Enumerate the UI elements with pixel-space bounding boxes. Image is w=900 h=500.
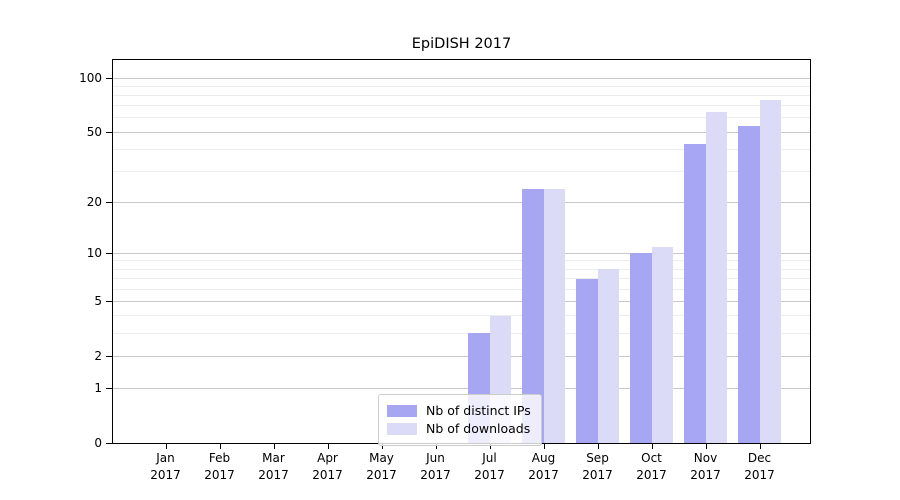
gridline-major-1: [113, 387, 810, 389]
x-tick-label-year-jan-2017: 2017: [150, 467, 181, 482]
gridline-major-10: [113, 252, 810, 254]
y-tick-50: [106, 131, 112, 133]
y-tick-label-100: 100: [79, 71, 102, 86]
x-tick-feb-2017: [219, 444, 221, 449]
legend-entry-nb-of-distinct-ips: Nb of distinct IPs: [387, 403, 531, 419]
legend: Nb of distinct IPs Nb of downloads: [378, 394, 542, 446]
legend-label-nb-of-distinct-ips: Nb of distinct IPs: [426, 403, 531, 418]
chart-title: EpiDISH 2017: [411, 36, 512, 52]
gridline-minor-4: [113, 315, 810, 317]
legend-entry-nb-of-downloads: Nb of downloads: [387, 421, 531, 437]
legend-swatch-nb-of-distinct-ips: [387, 405, 417, 417]
bar-nb-of-downloads-oct-2017: [651, 246, 673, 443]
x-tick-label-year-dec-2017: 2017: [744, 467, 775, 482]
x-tick-label-sep-2017: Sep 2017: [568, 450, 628, 483]
x-tick-label-apr-2017: Apr 2017: [298, 450, 358, 483]
y-tick-label-0: 0: [94, 436, 102, 450]
y-tick-20: [106, 201, 112, 203]
x-tick-label-dec-2017: Dec 2017: [730, 450, 790, 483]
plot-area: [112, 59, 811, 444]
x-tick-label-year-nov-2017: 2017: [690, 467, 721, 482]
legend-swatch-nb-of-downloads: [387, 423, 417, 435]
gridline-minor-7: [113, 278, 810, 280]
y-tick-0: [106, 442, 112, 444]
legend-label-nb-of-downloads: Nb of downloads: [426, 421, 531, 436]
x-tick-label-feb-2017: Feb 2017: [190, 450, 250, 483]
x-tick-label-aug-2017: Aug 2017: [514, 450, 574, 483]
x-tick-jun-2017: [435, 444, 437, 449]
gridline-minor-60: [113, 117, 810, 119]
x-tick-label-jun-2017: Jun 2017: [406, 450, 466, 483]
gridline-major-5: [113, 300, 810, 302]
x-tick-label-jan-2017: Jan 2017: [136, 450, 196, 483]
y-tick-10: [106, 252, 112, 254]
gridline-minor-30: [113, 170, 810, 172]
y-tick-2: [106, 355, 112, 357]
gridline-major-100: [113, 77, 810, 79]
x-tick-jan-2017: [165, 444, 167, 449]
y-tick-label-5: 5: [94, 294, 102, 309]
x-tick-label-mar-2017: Mar 2017: [244, 450, 304, 483]
bar-nb-of-downloads-dec-2017: [759, 99, 781, 443]
x-tick-label-year-apr-2017: 2017: [312, 467, 343, 482]
x-tick-sep-2017: [597, 444, 599, 449]
x-tick-label-nov-2017: Nov 2017: [676, 450, 736, 483]
gridline-major-50: [113, 131, 810, 133]
x-tick-label-year-mar-2017: 2017: [258, 467, 289, 482]
y-tick-100: [106, 77, 112, 79]
bar-nb-of-downloads-nov-2017: [705, 111, 727, 443]
bar-nb-of-distinct-ips-oct-2017: [630, 253, 652, 443]
gridline-minor-80: [113, 95, 810, 97]
bar-nb-of-distinct-ips-dec-2017: [738, 126, 760, 443]
y-tick-1: [106, 387, 112, 389]
gridline-minor-90: [113, 85, 810, 87]
bar-nb-of-distinct-ips-aug-2017: [522, 188, 544, 443]
y-tick-label-1: 1: [94, 381, 102, 396]
gridline-minor-6: [113, 288, 810, 290]
y-tick-label-10: 10: [86, 246, 102, 261]
x-tick-oct-2017: [651, 444, 653, 449]
gridline-minor-9: [113, 260, 810, 262]
bar-nb-of-downloads-sep-2017: [597, 269, 619, 443]
gridline-minor-8: [113, 268, 810, 270]
x-tick-label-may-2017: May 2017: [352, 450, 412, 483]
gridline-minor-70: [113, 105, 810, 107]
bar-nb-of-downloads-aug-2017: [543, 188, 565, 443]
x-tick-aug-2017: [543, 444, 545, 449]
gridline-minor-3: [113, 332, 810, 334]
x-tick-may-2017: [381, 444, 383, 449]
x-tick-dec-2017: [759, 444, 761, 449]
x-tick-label-year-sep-2017: 2017: [582, 467, 613, 482]
x-tick-nov-2017: [705, 444, 707, 449]
x-tick-label-year-may-2017: 2017: [366, 467, 397, 482]
y-tick-label-50: 50: [86, 125, 102, 140]
x-tick-label-year-jun-2017: 2017: [420, 467, 451, 482]
gridline-minor-40: [113, 148, 810, 150]
x-tick-label-year-jul-2017: 2017: [474, 467, 505, 482]
gridline-major-20: [113, 201, 810, 203]
x-tick-mar-2017: [273, 444, 275, 449]
x-tick-label-year-oct-2017: 2017: [636, 467, 667, 482]
x-tick-label-year-feb-2017: 2017: [204, 467, 235, 482]
y-tick-label-2: 2: [94, 349, 102, 364]
y-tick-5: [106, 300, 112, 302]
gridline-major-2: [113, 355, 810, 357]
x-tick-label-oct-2017: Oct 2017: [622, 450, 682, 483]
y-tick-label-20: 20: [86, 195, 102, 210]
bar-nb-of-distinct-ips-nov-2017: [684, 143, 706, 443]
x-tick-jul-2017: [489, 444, 491, 449]
x-tick-label-jul-2017: Jul 2017: [460, 450, 520, 483]
bar-nb-of-distinct-ips-sep-2017: [576, 278, 598, 443]
x-tick-label-year-aug-2017: 2017: [528, 467, 559, 482]
x-tick-apr-2017: [327, 444, 329, 449]
